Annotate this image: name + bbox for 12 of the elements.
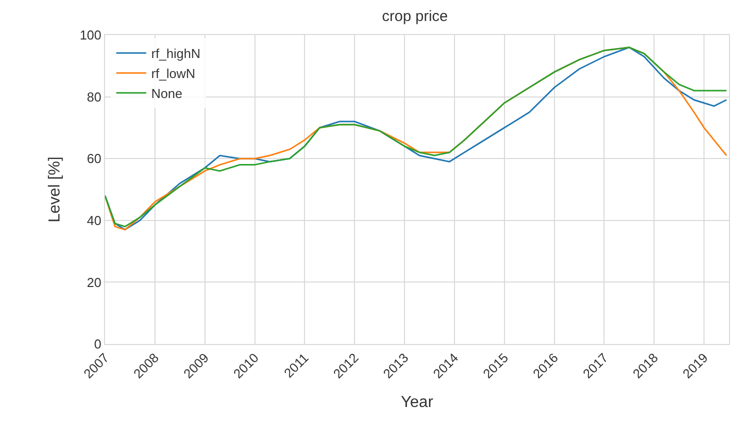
y-tick-label: 100 [80,28,102,43]
legend-label: None [151,86,182,101]
legend-label: rf_lowN [151,66,196,82]
chart-title: crop price [382,8,448,26]
y-tick-label: 80 [86,89,102,104]
y-tick-label: 60 [86,151,102,166]
y-tick-label: 0 [94,336,102,352]
legend-label: rf_highN [151,46,200,62]
x-axis-title: Year [400,394,434,411]
y-axis-title: Level [%] [46,156,64,222]
y-tick-label: 20 [86,274,102,290]
y-tick-label: 40 [86,212,102,228]
